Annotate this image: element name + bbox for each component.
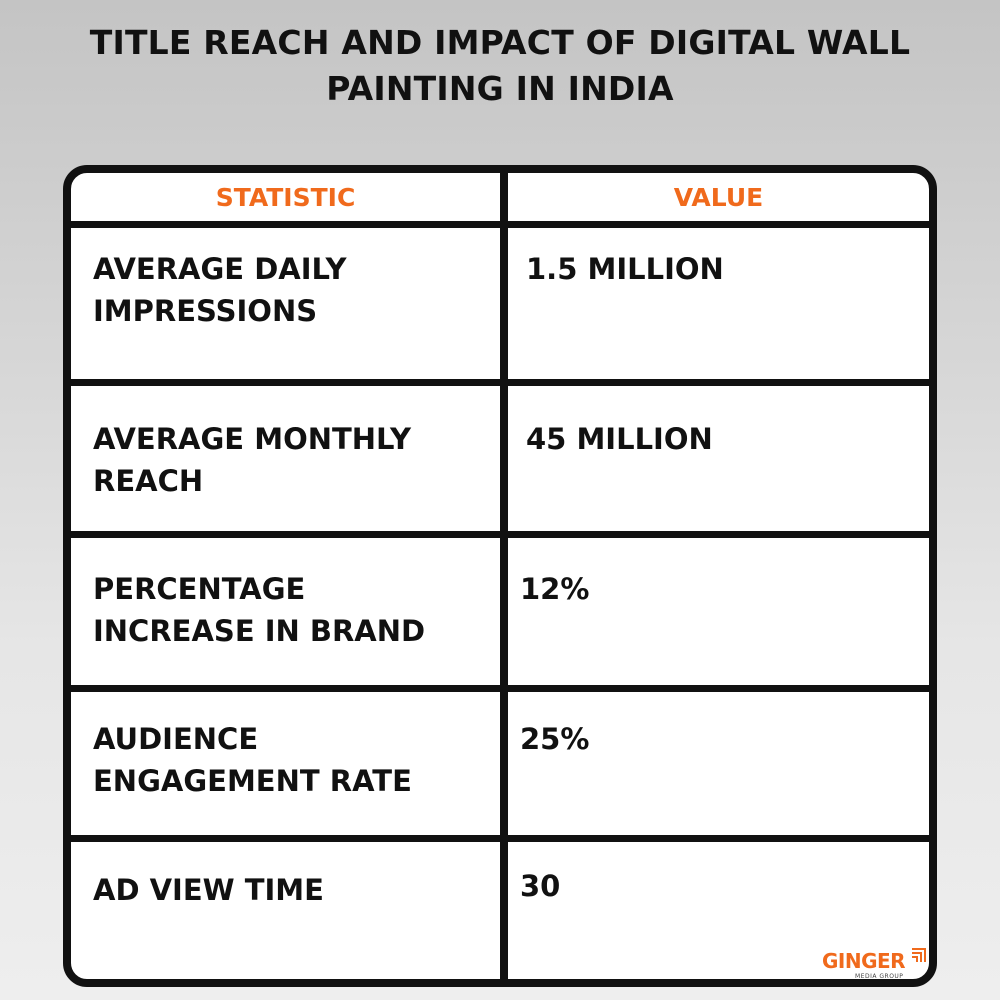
- statistic-line: INCREASE IN BRAND: [93, 614, 426, 648]
- statistic-cell: AUDIENCE ENGAGEMENT RATE: [93, 718, 412, 802]
- statistics-table: STATISTIC VALUE AVERAGE DAILY IMPRESSION…: [63, 165, 937, 987]
- ginger-media-group-logo: GINGER MEDIA GROUP: [822, 946, 929, 980]
- row-divider: [71, 835, 929, 842]
- logo-subtitle: MEDIA GROUP: [855, 973, 904, 980]
- column-divider: [500, 173, 508, 979]
- statistic-line: IMPRESSIONS: [93, 294, 318, 328]
- statistic-cell: AVERAGE MONTHLY REACH: [93, 418, 411, 502]
- statistic-line: AVERAGE DAILY: [93, 252, 347, 286]
- page-title: TITLE REACH AND IMPACT OF DIGITAL WALL P…: [89, 23, 911, 108]
- value-cell: 30: [520, 869, 561, 903]
- statistic-line: ENGAGEMENT RATE: [93, 764, 412, 798]
- statistic-line: PERCENTAGE: [93, 572, 306, 606]
- ginger-logo-icon: [912, 948, 926, 962]
- statistic-cell: PERCENTAGE INCREASE IN BRAND: [93, 568, 425, 652]
- logo-name: GINGER: [822, 949, 906, 973]
- header-divider: [71, 221, 929, 228]
- statistic-cell: AD VIEW TIME: [93, 869, 324, 911]
- row-divider: [71, 685, 929, 692]
- statistic-line: REACH: [93, 464, 204, 498]
- statistic-line: AVERAGE MONTHLY: [93, 422, 412, 456]
- row-divider: [71, 531, 929, 538]
- statistic-line: AUDIENCE: [93, 722, 259, 756]
- column-header-statistic: STATISTIC: [215, 183, 356, 212]
- value-cell: 1.5 MILLION: [526, 252, 724, 286]
- row-divider: [71, 379, 929, 386]
- value-cell: 12%: [520, 572, 590, 606]
- statistic-cell: AVERAGE DAILY IMPRESSIONS: [93, 248, 346, 332]
- statistic-line: AD VIEW TIME: [93, 873, 324, 907]
- value-cell: 25%: [520, 722, 590, 756]
- value-cell: 45 MILLION: [526, 422, 713, 456]
- column-header-value: VALUE: [673, 183, 764, 212]
